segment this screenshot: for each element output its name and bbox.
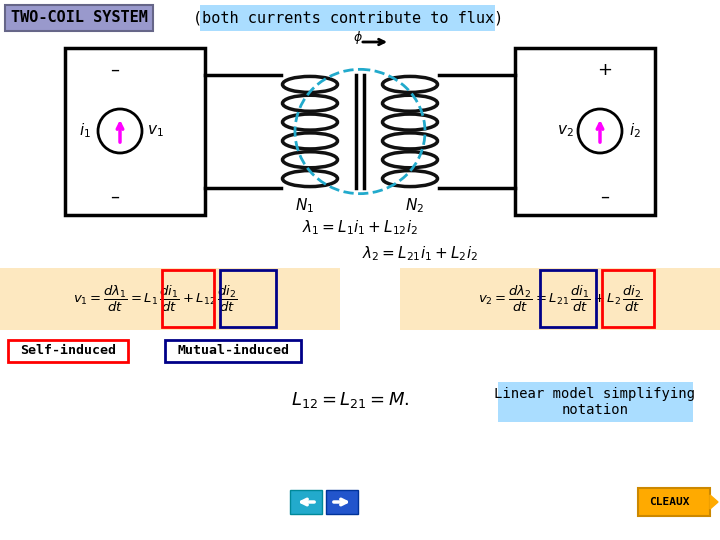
FancyBboxPatch shape xyxy=(515,48,655,215)
Text: $N_1$: $N_1$ xyxy=(295,197,315,215)
Text: $\lambda_2 = L_{21} i_1 + L_2 i_2$: $\lambda_2 = L_{21} i_1 + L_2 i_2$ xyxy=(362,245,478,264)
FancyBboxPatch shape xyxy=(0,268,340,330)
Text: Mutual-induced: Mutual-induced xyxy=(177,345,289,357)
FancyBboxPatch shape xyxy=(638,488,710,516)
Text: CLEAUX: CLEAUX xyxy=(649,497,689,507)
Text: $v_2$: $v_2$ xyxy=(557,123,573,139)
FancyBboxPatch shape xyxy=(165,340,301,362)
Text: Self-induced: Self-induced xyxy=(20,345,116,357)
Polygon shape xyxy=(710,495,718,509)
Text: Linear model simplifying
notation: Linear model simplifying notation xyxy=(495,387,696,417)
Text: $L_{12} = L_{21} = M.$: $L_{12} = L_{21} = M.$ xyxy=(291,390,409,410)
Text: $v_2 = \dfrac{d\lambda_2}{dt} = L_{21}\,\dfrac{di_1}{dt} + L_2\,\dfrac{di_2}{dt}: $v_2 = \dfrac{d\lambda_2}{dt} = L_{21}\,… xyxy=(477,284,642,314)
Text: –: – xyxy=(110,188,120,206)
Text: +: + xyxy=(598,61,613,79)
FancyBboxPatch shape xyxy=(8,340,128,362)
Text: $i_2$: $i_2$ xyxy=(629,122,641,140)
Circle shape xyxy=(98,109,142,153)
Circle shape xyxy=(578,109,622,153)
Text: –: – xyxy=(110,61,120,79)
Text: (both currents contribute to flux): (both currents contribute to flux) xyxy=(193,10,503,25)
FancyBboxPatch shape xyxy=(498,382,693,422)
Text: $\lambda_1 = L_1 i_1 + L_{12} i_2$: $\lambda_1 = L_1 i_1 + L_{12} i_2$ xyxy=(302,219,418,238)
Text: $\phi$: $\phi$ xyxy=(353,30,363,46)
Text: $N_2$: $N_2$ xyxy=(405,197,425,215)
Text: –: – xyxy=(600,188,610,206)
FancyBboxPatch shape xyxy=(65,48,205,215)
FancyBboxPatch shape xyxy=(200,5,495,31)
Text: TWO-COIL SYSTEM: TWO-COIL SYSTEM xyxy=(11,10,148,25)
FancyBboxPatch shape xyxy=(326,490,358,514)
Text: $v_1 = \dfrac{d\lambda_1}{dt} = L_1\,\dfrac{di_1}{dt} + L_{12}\,\dfrac{di_2}{dt}: $v_1 = \dfrac{d\lambda_1}{dt} = L_1\,\df… xyxy=(73,284,238,314)
Text: $v_1$: $v_1$ xyxy=(147,123,163,139)
FancyBboxPatch shape xyxy=(290,490,322,514)
FancyBboxPatch shape xyxy=(5,5,153,31)
FancyBboxPatch shape xyxy=(400,268,720,330)
Text: $i_1$: $i_1$ xyxy=(79,122,91,140)
